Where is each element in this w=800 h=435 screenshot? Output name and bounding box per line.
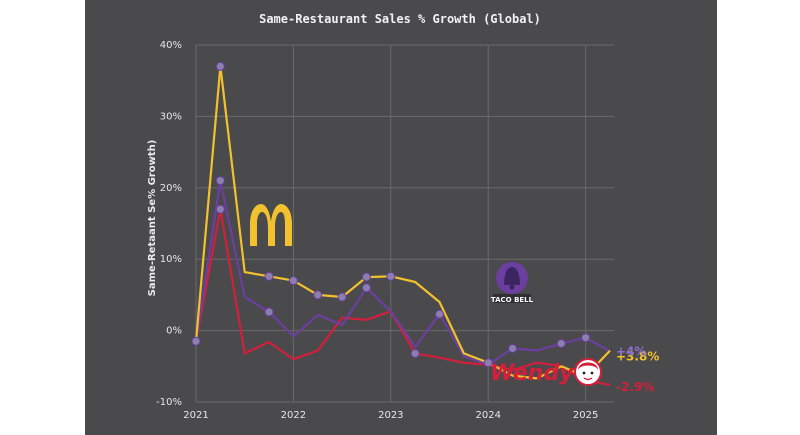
wendy-s-point (215, 204, 225, 214)
y-tick-label: -10% (156, 397, 182, 408)
mcdonalds-arches-icon (250, 204, 292, 246)
taco-bell-logo-icon: TACO BELL (491, 262, 534, 304)
y-tick-label: 0% (166, 326, 182, 337)
mcdonald-s-point (215, 61, 225, 71)
chart-panel (85, 0, 717, 435)
mcdonald-s-point (313, 290, 323, 300)
gridlines (195, 44, 614, 403)
series-end-labels: +3.8%+4% -2.9% (616, 344, 659, 394)
svg-text:TACO BELL: TACO BELL (491, 296, 534, 304)
y-axis-ticks: -10% 0% 10% 20% 30% 40% (156, 40, 182, 408)
x-axis-ticks: 2021 2022 2023 2024 2025 (183, 410, 598, 421)
y-tick-label: 30% (160, 111, 182, 122)
series-points (191, 61, 591, 368)
wendys-logo-icon: Wendy's (490, 358, 602, 386)
x-tick-label: 2021 (183, 410, 208, 421)
x-tick-label: 2024 (476, 410, 501, 421)
wendy-s-point (410, 348, 420, 358)
taco-bell-point (264, 307, 274, 317)
chart-title: Same-Restaurant Sales % Growth (Global) (259, 12, 541, 26)
mcdonald-s-point (337, 292, 347, 302)
taco-bell-point (215, 176, 225, 186)
mcdonald-s-point (288, 276, 298, 286)
y-tick-label: 20% (160, 183, 182, 194)
y-axis-title: Same-Retaant Se% Growth) (147, 140, 158, 297)
wendy-s-end-label: -2.9% (616, 380, 654, 394)
x-tick-label: 2025 (573, 410, 598, 421)
mcdonald-s-point (386, 271, 396, 281)
mcdonald-s-point (264, 271, 274, 281)
wendy-s-point (191, 336, 201, 346)
x-tick-label: 2022 (281, 410, 306, 421)
taco-bell-point (556, 338, 566, 348)
taco-bell-point (435, 309, 445, 319)
taco-bell-line (194, 179, 611, 366)
taco-bell-point (581, 333, 591, 343)
y-tick-label: 10% (160, 254, 182, 265)
x-tick-label: 2023 (378, 410, 403, 421)
mcdonald-s-point (483, 358, 493, 368)
taco-bell-point (361, 283, 371, 293)
taco-bell-point (508, 343, 518, 353)
taco-bell-end-label: +4% (616, 344, 646, 358)
mcdonald-s-end-label: +3.8% (616, 350, 659, 364)
y-tick-label: 40% (160, 40, 182, 51)
mcdonald-s-point (361, 272, 371, 282)
series-lines (194, 65, 611, 386)
wendy-s-line (194, 208, 611, 386)
